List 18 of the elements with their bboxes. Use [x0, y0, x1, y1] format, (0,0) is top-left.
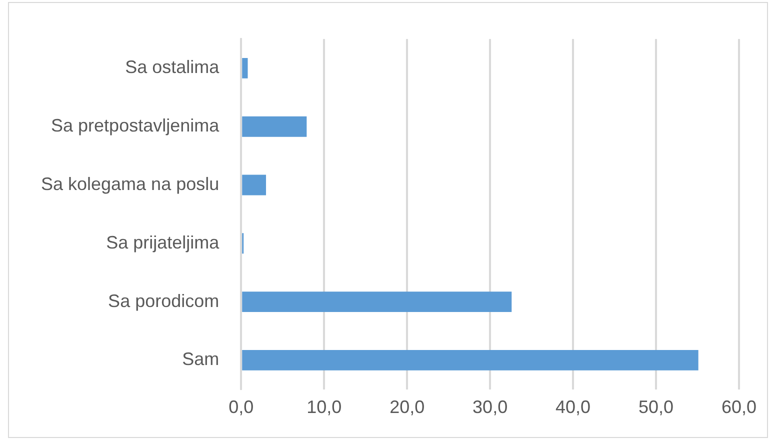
x-tick-label: 20,0	[390, 397, 425, 418]
y-tick-label: Sa pretpostavljenima	[51, 116, 220, 136]
bar	[242, 292, 512, 312]
y-tick-label: Sa porodicom	[108, 290, 220, 311]
bar	[242, 350, 698, 370]
x-tick-label: 30,0	[472, 397, 508, 418]
y-tick-label: Sa ostalima	[125, 57, 220, 78]
bar	[242, 116, 307, 137]
bar	[242, 58, 248, 78]
bar	[242, 174, 266, 196]
x-tick-label: 50,0	[638, 397, 674, 418]
y-tick-label: Sa kolegama na poslu	[40, 174, 220, 194]
x-tick-label: 0,0	[228, 397, 254, 418]
y-tick-label: Sam	[182, 349, 220, 370]
x-tick-label: 40,0	[556, 397, 591, 418]
x-tick-label: 10,0	[306, 397, 342, 418]
y-tick-label: Sa prijateljima	[106, 232, 220, 252]
x-tick-label: 60,0	[721, 397, 757, 418]
